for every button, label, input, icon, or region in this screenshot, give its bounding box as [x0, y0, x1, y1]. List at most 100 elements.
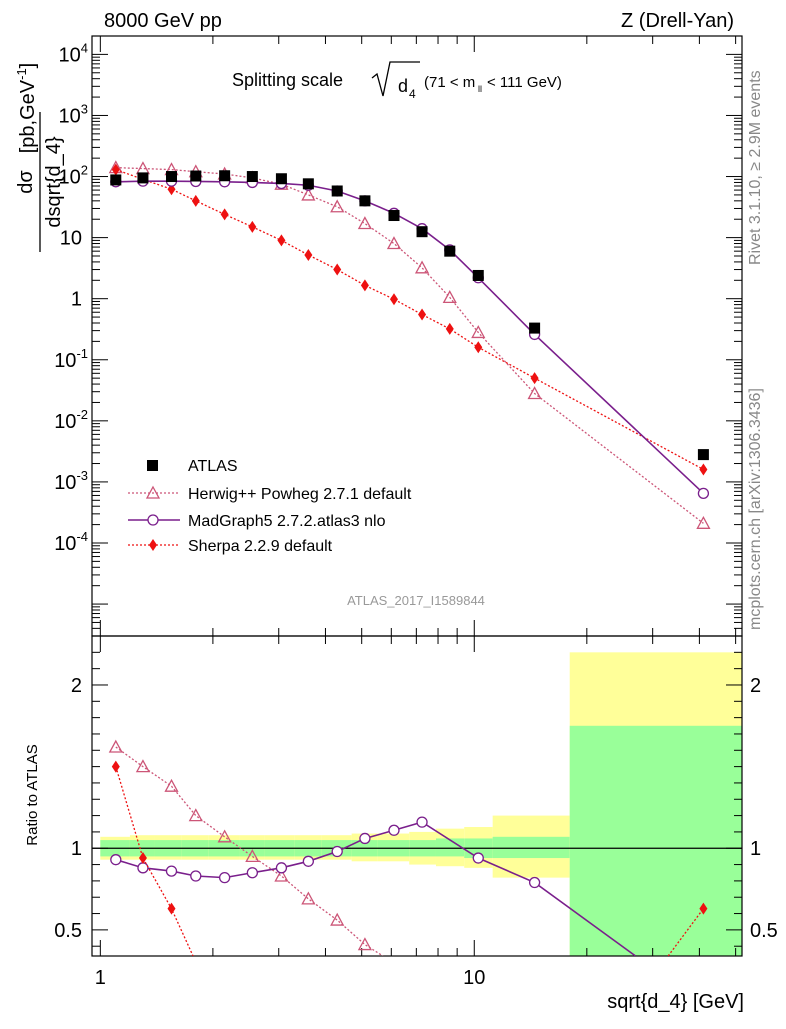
legend: ATLAS Herwig++ Powheg 2.7.1 default MadG…: [128, 458, 412, 555]
data-point-square: [137, 172, 149, 184]
ratio-point-circle: [218, 871, 231, 884]
data-point-diamond: [111, 163, 120, 176]
title-cut-end: < 111 GeV): [487, 74, 562, 91]
legend-label-sherpa: Sherpa 2.2.9 default: [188, 538, 333, 555]
main-ylabel: dσ dsqrt{d_4}: [15, 112, 65, 252]
ratio-point-triangle: [108, 739, 123, 753]
data-point-triangle: [357, 216, 373, 230]
data-point-square: [219, 170, 231, 182]
y-tick-label-ratio: 1: [71, 838, 82, 860]
ratio-point-circle: [165, 865, 178, 877]
y-tick-label-main: 103: [59, 101, 88, 127]
legend-marker-atlas: [147, 460, 158, 471]
ratio-point-circle: [246, 867, 258, 879]
xlabel: sqrt{d_4} [GeV]: [607, 991, 744, 1013]
ratio-line-0: [115, 746, 384, 956]
title-var-sub: 4: [409, 87, 416, 101]
title-cut-sub: ll: [478, 84, 482, 94]
rivet-label: Rivet 3.1.10, ≥ 2.9M events: [747, 70, 764, 265]
y-tick-label-ratio-right: 2: [750, 675, 761, 697]
ratio-point-triangle: [274, 868, 289, 882]
ratio-point-circle: [416, 816, 428, 828]
data-point-circle: [697, 487, 710, 499]
legend-label-atlas: ATLAS: [188, 458, 238, 475]
legend-marker-madgraph: [147, 514, 159, 526]
ratio-point-circle: [137, 862, 149, 874]
data-point-triangle: [442, 290, 457, 304]
ratio-point-circle: [359, 832, 371, 845]
ratio-point-diamond: [111, 760, 120, 773]
y-tick-label-main: 1: [71, 289, 82, 311]
data-point-square: [275, 173, 287, 185]
data-point-square: [416, 226, 428, 238]
band-green: [435, 838, 465, 857]
ratio-point-triangle: [188, 808, 203, 822]
ylabel-numerator: dσ: [15, 170, 37, 194]
data-point-diamond: [277, 234, 286, 247]
y-tick-label-main: 104: [59, 40, 88, 66]
y-tick-label-main: 10: [60, 228, 82, 250]
data-point-diamond: [191, 194, 200, 207]
data-point-diamond: [445, 322, 454, 335]
data-point-triangle: [527, 386, 542, 400]
ratio-ylabel: Ratio to ATLAS: [24, 744, 41, 845]
ratio-point-triangle: [330, 912, 345, 926]
band-green: [492, 836, 570, 859]
legend-marker-herwig: [145, 485, 161, 499]
legend-entry-herwig: Herwig++ Powheg 2.7.1 default: [128, 485, 412, 503]
data-point-diamond: [360, 279, 369, 292]
ratio-point-circle: [275, 862, 288, 874]
ratio-point-triangle: [245, 849, 260, 863]
y-tick-label-main: 10-3: [54, 468, 88, 494]
ratio-point-triangle: [135, 759, 151, 773]
chart-title: Splitting scale d 4 (71 < m ll < 111 GeV…: [232, 61, 562, 101]
data-point-diamond: [248, 220, 257, 233]
data-point-diamond: [474, 341, 483, 354]
data-point-triangle: [330, 199, 345, 213]
data-point-diamond: [699, 463, 708, 476]
axis-ticks: 10-4 10-3 10-2 10-1 1 10 102 103 104 1 10 0.5 0.5 1 1 2…: [54, 35, 778, 989]
analysis-id: ATLAS_2017_I1589844: [347, 593, 485, 608]
legend-label-madgraph: MadGraph5 2.7.2.atlas3 nlo: [188, 513, 386, 530]
data-point-square: [246, 171, 258, 183]
y-tick-label-main: 102: [59, 163, 88, 189]
data-point-square: [444, 245, 456, 257]
data-point-square: [110, 174, 122, 186]
data-point-diamond: [333, 263, 342, 276]
band-green: [569, 725, 742, 956]
legend-label-herwig: Herwig++ Powheg 2.7.1 default: [188, 486, 412, 503]
ratio-point-diamond: [167, 902, 176, 915]
y-tick-label-ratio: 0.5: [54, 920, 82, 942]
data-point-triangle: [471, 325, 486, 339]
data-point-triangle: [301, 187, 316, 201]
data-point-square: [359, 195, 371, 207]
data-point-diamond: [389, 293, 398, 306]
mcplots-label: mcplots.cern.ch [arXiv:1306.3436]: [747, 388, 764, 630]
title-var: d: [398, 76, 408, 96]
legend-entry-madgraph: MadGraph5 2.7.2.atlas3 nlo: [128, 513, 386, 530]
x-tick-label: 10: [463, 967, 485, 989]
legend-entry-sherpa: Sherpa 2.2.9 default: [128, 538, 333, 555]
y-tick-label-ratio: 2: [71, 675, 82, 697]
data-point-square: [190, 170, 202, 182]
data-point-square: [166, 171, 178, 183]
data-point-square: [529, 322, 541, 334]
data-point-triangle: [696, 515, 711, 529]
ratio-point-circle: [472, 852, 484, 864]
data-point-square: [331, 185, 343, 197]
ratio-point-circle: [110, 854, 122, 866]
data-point-square: [302, 178, 314, 190]
ratio-plot-data: [108, 739, 708, 956]
ratio-point-circle: [302, 855, 314, 867]
legend-entry-atlas: ATLAS: [147, 458, 238, 475]
ratio-point-diamond: [138, 852, 147, 865]
ratio-point-circle: [388, 824, 400, 836]
ratio-point-triangle: [164, 778, 179, 792]
header-left: 8000 GeV pp: [104, 10, 222, 32]
title-cut: (71 < m: [424, 74, 475, 91]
y-tick-label-ratio-right: 0.5: [750, 920, 778, 942]
ratio-line-tail: [667, 908, 704, 956]
sqrt-symbol: [371, 61, 420, 97]
ratio-point-triangle: [301, 891, 316, 905]
